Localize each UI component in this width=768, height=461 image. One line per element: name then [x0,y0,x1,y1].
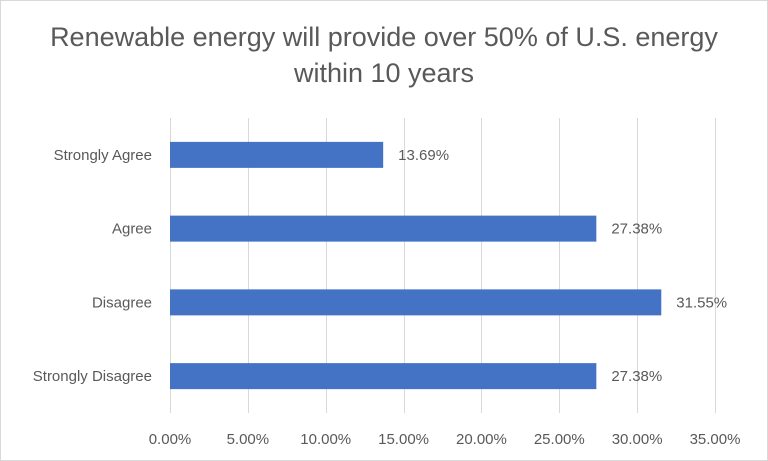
x-tick-label: 0.00% [149,431,192,448]
bar [170,289,662,316]
x-tick-label: 20.00% [456,431,507,448]
data-label: 31.55% [676,294,727,311]
data-labels: 13.69% 27.38% 31.55% 27.38% [398,147,727,385]
x-tick-label: 25.00% [534,431,585,448]
category-labels: Strongly Agree Agree Disagree Strongly Disa… [33,147,152,385]
category-label: Agree [112,221,152,238]
bar [170,363,597,390]
x-tick-label: 30.00% [612,431,663,448]
x-tick-label: 35.00% [690,431,741,448]
chart-title: Renewable energy will provide over 50% o… [50,22,718,88]
category-label: Disagree [92,294,152,311]
bar [170,215,597,242]
x-tick-label: 5.00% [227,431,270,448]
bars [170,141,662,390]
x-axis-tick-labels: 0.00% 5.00% 10.00% 15.00% 20.00% 25.00% 30.00%… [149,431,741,448]
category-label: Strongly Agree [54,147,152,164]
data-label: 27.38% [611,368,662,385]
category-label: Strongly Disagree [33,368,152,385]
x-tick-label: 15.00% [378,431,429,448]
bar [170,141,384,168]
x-tick-label: 10.00% [300,431,351,448]
data-label: 13.69% [398,147,449,164]
data-label: 27.38% [611,221,662,238]
